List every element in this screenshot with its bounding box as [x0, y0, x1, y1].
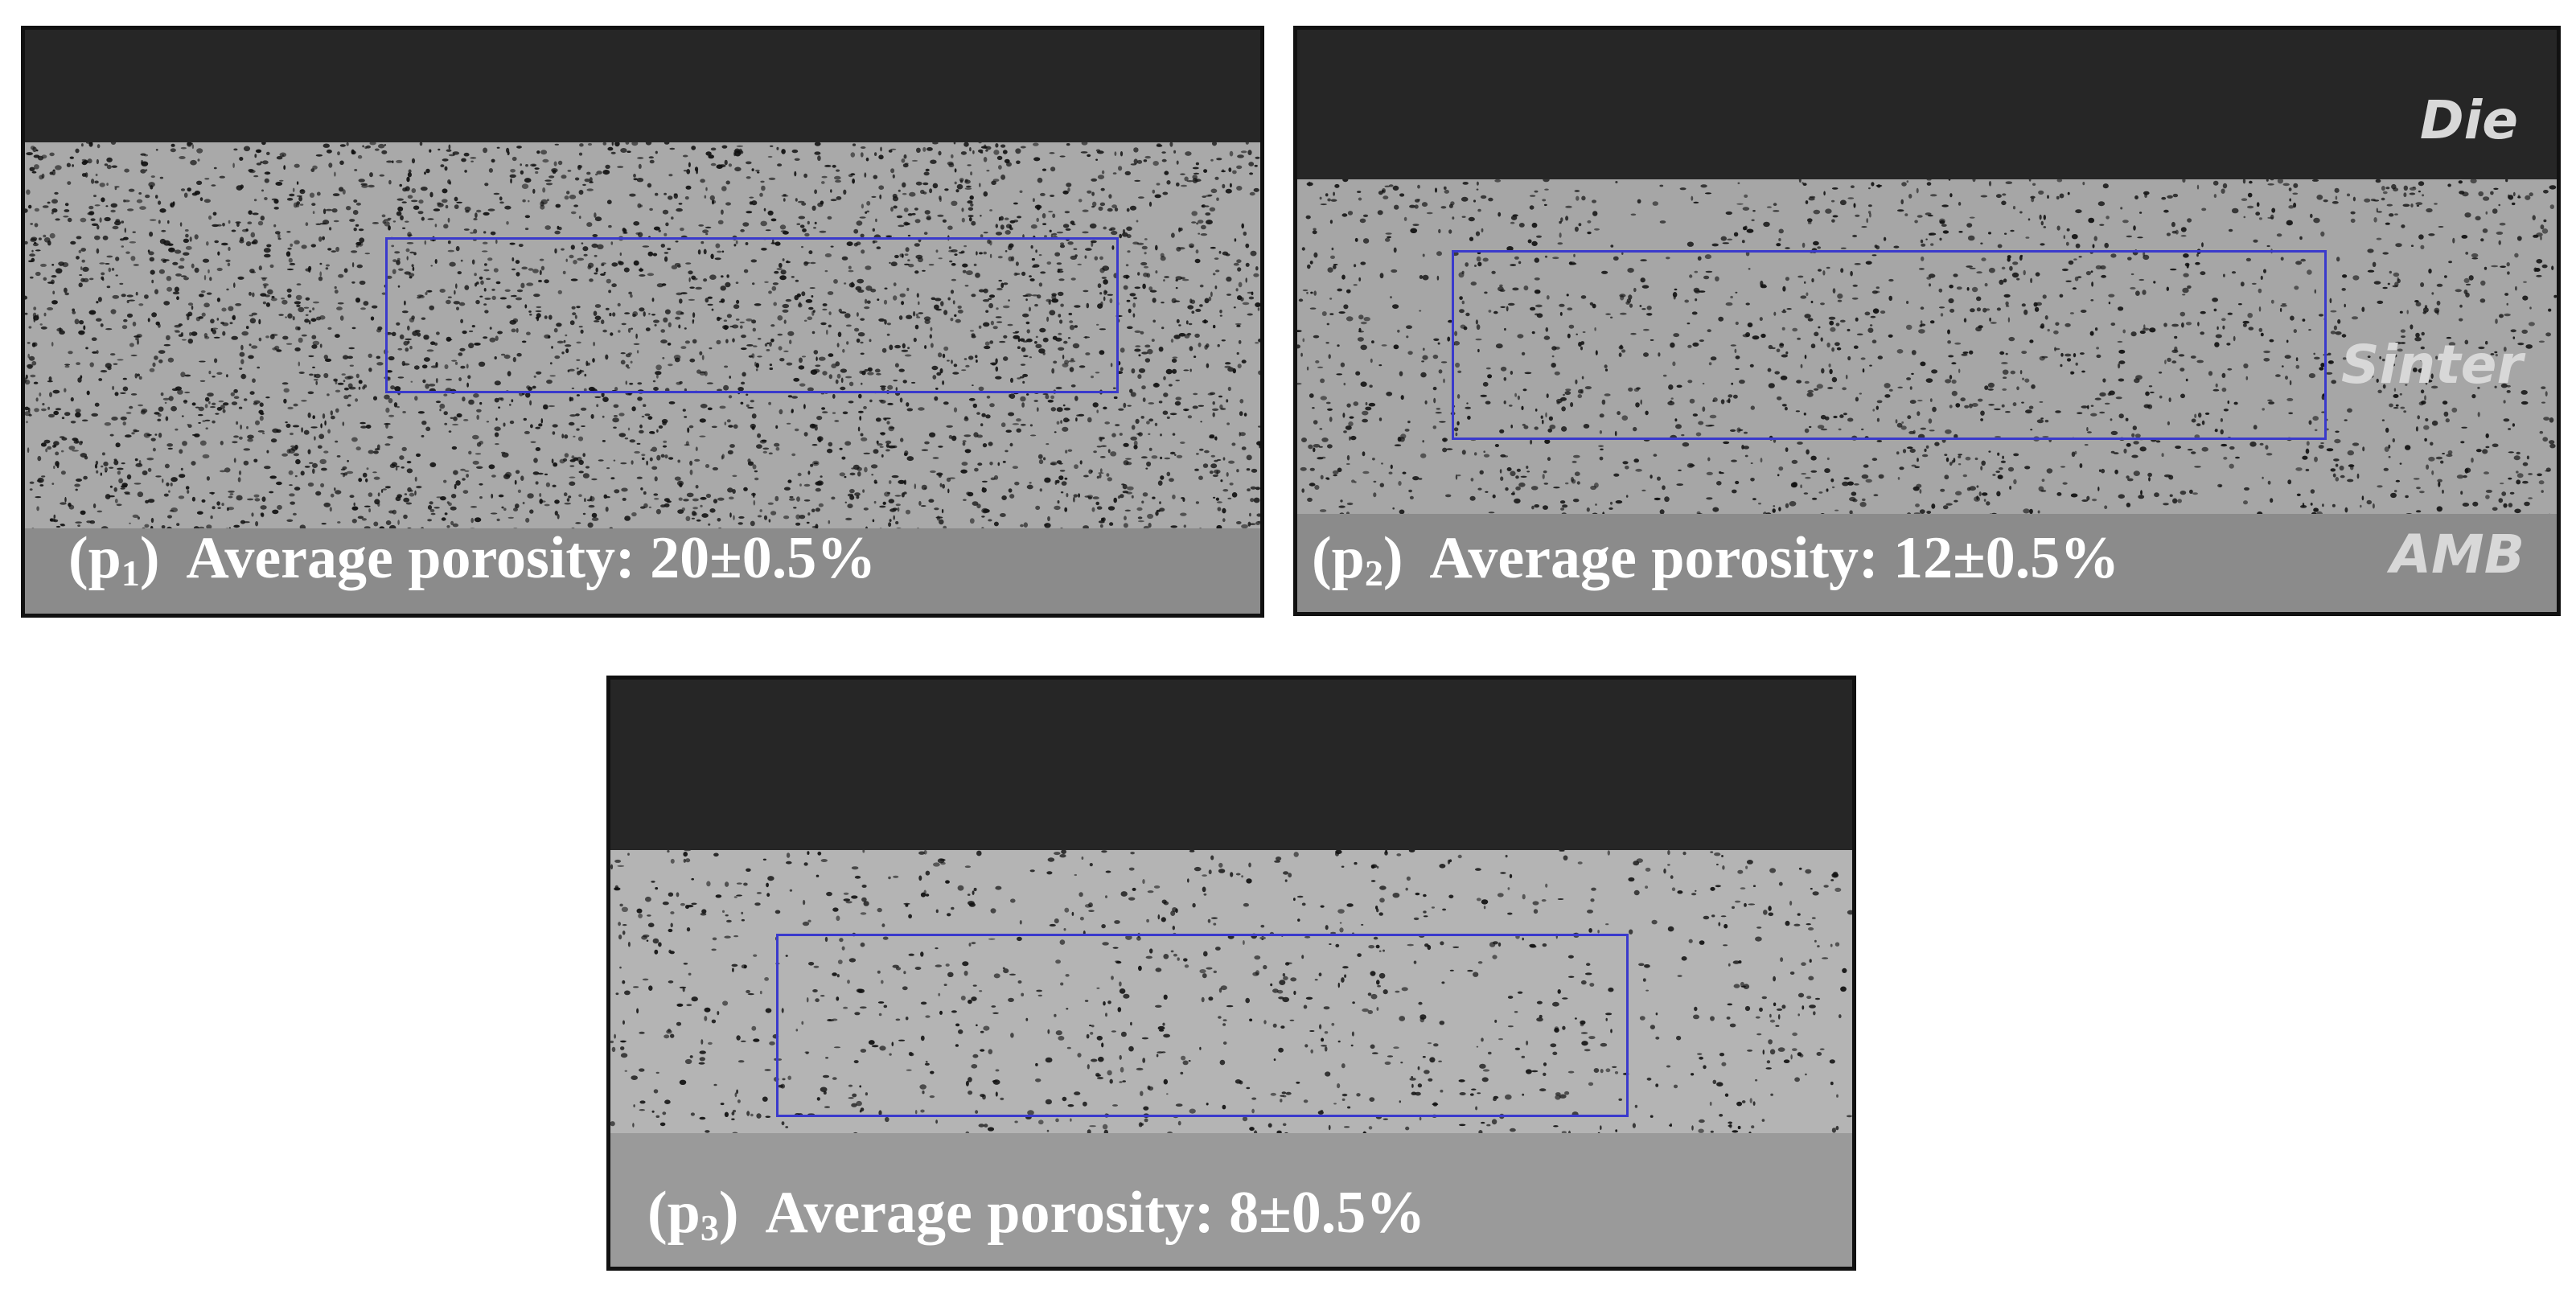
sinter-label: Sinter — [2340, 334, 2523, 396]
panel-label-suffix: ) — [718, 1180, 739, 1246]
micrograph-panel-p2: (p2) Average porosity: 12±0.5% Die Sinte… — [1293, 26, 2561, 616]
panel-label-prefix: (p — [647, 1180, 700, 1246]
die-layer — [1297, 30, 2557, 179]
die-layer — [25, 30, 1260, 142]
sinter-layer — [25, 142, 1260, 536]
panel-caption: (p1) Average porosity: 20±0.5% — [68, 528, 876, 592]
roi-box — [385, 237, 1119, 393]
roi-box — [776, 934, 1629, 1117]
pore-texture — [610, 850, 1852, 1141]
panel-label-sub: 1 — [121, 553, 140, 594]
panel-label-sub: 3 — [700, 1207, 719, 1248]
micrograph-panel-p1: (p1) Average porosity: 20±0.5% — [21, 26, 1264, 618]
amb-layer — [1297, 514, 2557, 612]
sinter-layer — [1297, 179, 2557, 522]
pore-texture — [1297, 179, 2557, 522]
panel-label-prefix: (p — [1312, 525, 1365, 591]
sinter-layer — [610, 850, 1852, 1141]
die-label: Die — [2419, 89, 2518, 151]
panel-label-suffix: ) — [139, 525, 160, 591]
porosity-caption: Average porosity: 8±0.5% — [765, 1180, 1426, 1246]
panel-caption: (p3) Average porosity: 8±0.5% — [647, 1183, 1425, 1247]
panel-label-suffix: ) — [1382, 525, 1403, 591]
amb-layer — [610, 1133, 1852, 1267]
amb-layer — [25, 528, 1260, 614]
porosity-caption: Average porosity: 12±0.5% — [1429, 525, 2120, 591]
panel-caption: (p2) Average porosity: 12±0.5% — [1312, 528, 2119, 592]
porosity-caption: Average porosity: 20±0.5% — [186, 525, 877, 591]
amb-label: AMB — [2389, 524, 2525, 585]
pore-texture — [25, 142, 1260, 536]
micrograph-panel-p3: (p3) Average porosity: 8±0.5% — [606, 676, 1856, 1271]
panel-label-prefix: (p — [68, 525, 121, 591]
panel-label-sub: 2 — [1364, 553, 1383, 594]
roi-box — [1452, 250, 2327, 440]
die-layer — [610, 680, 1852, 850]
